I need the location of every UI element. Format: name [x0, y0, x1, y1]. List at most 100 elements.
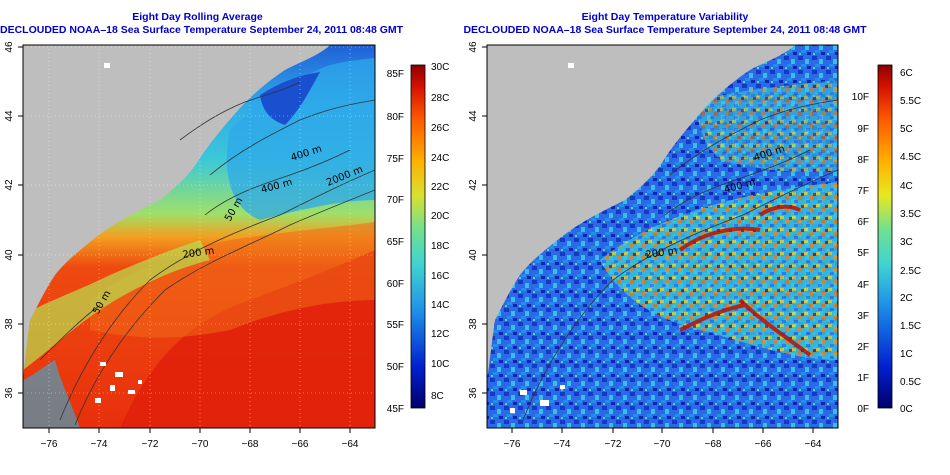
sst-x-tick: −70 [192, 439, 209, 450]
sst-cb-c: 24C [431, 153, 449, 164]
bathymetry-contours [522, 99, 838, 421]
gulf-of-maine-cool [226, 58, 375, 220]
sst-cb-f: 50F [387, 362, 404, 373]
sst-y-tick: 46 [4, 41, 15, 53]
sst-cb-c: 10C [431, 359, 449, 370]
sst-y-tick-labels: 46 44 42 40 38 36 [4, 41, 15, 399]
sst-cb-f: 65F [387, 237, 404, 248]
no-data-specks [95, 63, 142, 403]
var-cb-f: 9F [857, 124, 869, 135]
variability-axis-ticks [482, 46, 814, 433]
sst-cb-c: 18C [431, 241, 449, 252]
sst-cb-f: 70F [387, 195, 404, 206]
sst-cb-c: 20C [431, 211, 449, 222]
sst-y-tick: 42 [4, 179, 15, 191]
var-cb-f: 4F [857, 280, 869, 291]
var-y-tick: 44 [468, 110, 479, 122]
var-cb-f: 2F [857, 342, 869, 353]
land-mass [23, 45, 330, 380]
variability-streaks [678, 204, 812, 357]
var-cb-c: 1.5C [900, 321, 921, 332]
var-x-tick: −70 [654, 439, 671, 450]
sst-cb-f: 80F [387, 112, 404, 123]
var-cb-c: 4.5C [900, 152, 921, 163]
lat-lon-grid [23, 45, 375, 428]
variability-y-tick-labels: 46 44 42 40 38 36 [468, 41, 479, 399]
var-cb-f: 3F [857, 311, 869, 322]
var-x-tick: −68 [705, 439, 722, 450]
var-cb-c: 0.5C [900, 377, 921, 388]
var-cb-c: 2C [900, 293, 913, 304]
var-cb-c: 2.5C [900, 266, 921, 277]
var-cb-c: 3C [900, 237, 913, 248]
panel-left-title: Eight Day Rolling Average DECLOUDED NOAA… [0, 11, 404, 37]
sst-x-tick: −66 [292, 439, 309, 450]
sst-cb-c: 16C [431, 271, 449, 282]
panel-right-title-line2: DECLOUDED NOAA–18 Sea Surface Temperatur… [463, 24, 867, 36]
var-cb-f: 8F [857, 155, 869, 166]
var-cb-c: 5C [900, 124, 913, 135]
variability-colorbar-fahrenheit: 10F 9F 8F 7F 6F 5F 4F 3F 2F 1F 0F [852, 92, 869, 415]
panel-right-title: Eight Day Temperature Variability DECLOU… [455, 11, 875, 37]
sst-x-tick: −74 [91, 439, 108, 450]
var-cb-c: 6C [900, 68, 913, 79]
var-cb-c: 0C [900, 404, 913, 415]
sst-x-tick: −72 [142, 439, 159, 450]
var-y-tick: 38 [468, 318, 479, 330]
var-cb-c: 3.5C [900, 209, 921, 220]
var-cb-f: 5F [857, 248, 869, 259]
var-x-tick: −66 [755, 439, 772, 450]
contour-label-200m: 200 m [645, 246, 678, 261]
sst-colorbar-celsius: 30C 28C 26C 24C 22C 20C 18C 16C 14C 12C … [431, 62, 449, 402]
sst-cb-f: 60F [387, 279, 404, 290]
warm-band [90, 222, 375, 338]
variability-colorbar [877, 64, 893, 409]
var-y-tick: 40 [468, 249, 479, 261]
variability-map: 400 m 400 m 200 m [487, 45, 838, 428]
sst-axis-ticks [18, 46, 351, 433]
panel-left-title-line1: Eight Day Rolling Average [132, 11, 263, 23]
var-cb-c: 5.5C [900, 96, 921, 107]
sst-cb-f: 75F [387, 154, 404, 165]
sst-y-tick: 36 [4, 387, 15, 399]
sst-cb-f: 55F [387, 320, 404, 331]
var-cb-c: 1C [900, 349, 913, 360]
contour-label-200m: 200 m [182, 246, 215, 261]
panel-right-title-line1: Eight Day Temperature Variability [581, 11, 749, 23]
var-x-tick: −76 [504, 439, 521, 450]
var-y-tick: 46 [468, 41, 479, 53]
sst-map-frame [22, 44, 376, 429]
var-y-tick: 42 [468, 179, 479, 191]
sst-x-tick: −76 [41, 439, 58, 450]
var-cb-c: 4C [900, 181, 913, 192]
sst-cb-f: 45F [387, 404, 404, 415]
var-x-tick: −74 [554, 439, 571, 450]
shelf-water [23, 240, 210, 370]
northern-variability [698, 80, 838, 172]
bay-of-fundy-cold [260, 72, 320, 125]
panel-left-title-line2: DECLOUDED NOAA–18 Sea Surface Temperatur… [0, 24, 404, 36]
variability-colorbar-celsius: 6C 5.5C 5C 4.5C 4C 3.5C 3C 2.5C 2C 1.5C … [900, 68, 921, 415]
var-cb-f: 7F [857, 186, 869, 197]
var-x-tick: −72 [605, 439, 622, 450]
sst-map: 400 m 400 m 2000 m 200 m 50 m 50 m [23, 45, 375, 428]
sst-cb-c: 14C [431, 300, 449, 311]
no-data-specks [510, 63, 574, 413]
var-cb-f: 6F [857, 217, 869, 228]
bathymetry-contours [39, 81, 375, 426]
high-variability-zone [600, 182, 838, 360]
var-x-tick: −64 [805, 439, 822, 450]
sst-cb-c: 22C [431, 182, 449, 193]
var-cb-f: 10F [852, 92, 869, 103]
var-cb-f: 0F [857, 404, 869, 415]
sst-cb-c: 28C [431, 93, 449, 104]
sst-y-tick: 38 [4, 318, 15, 330]
land-mass [487, 45, 795, 380]
sst-cb-c: 8C [431, 391, 444, 402]
sst-cb-c: 30C [431, 62, 449, 73]
sst-cb-c: 12C [431, 329, 449, 340]
sst-y-tick: 40 [4, 249, 15, 261]
var-y-tick: 36 [468, 387, 479, 399]
sst-cb-f: 85F [387, 69, 404, 80]
